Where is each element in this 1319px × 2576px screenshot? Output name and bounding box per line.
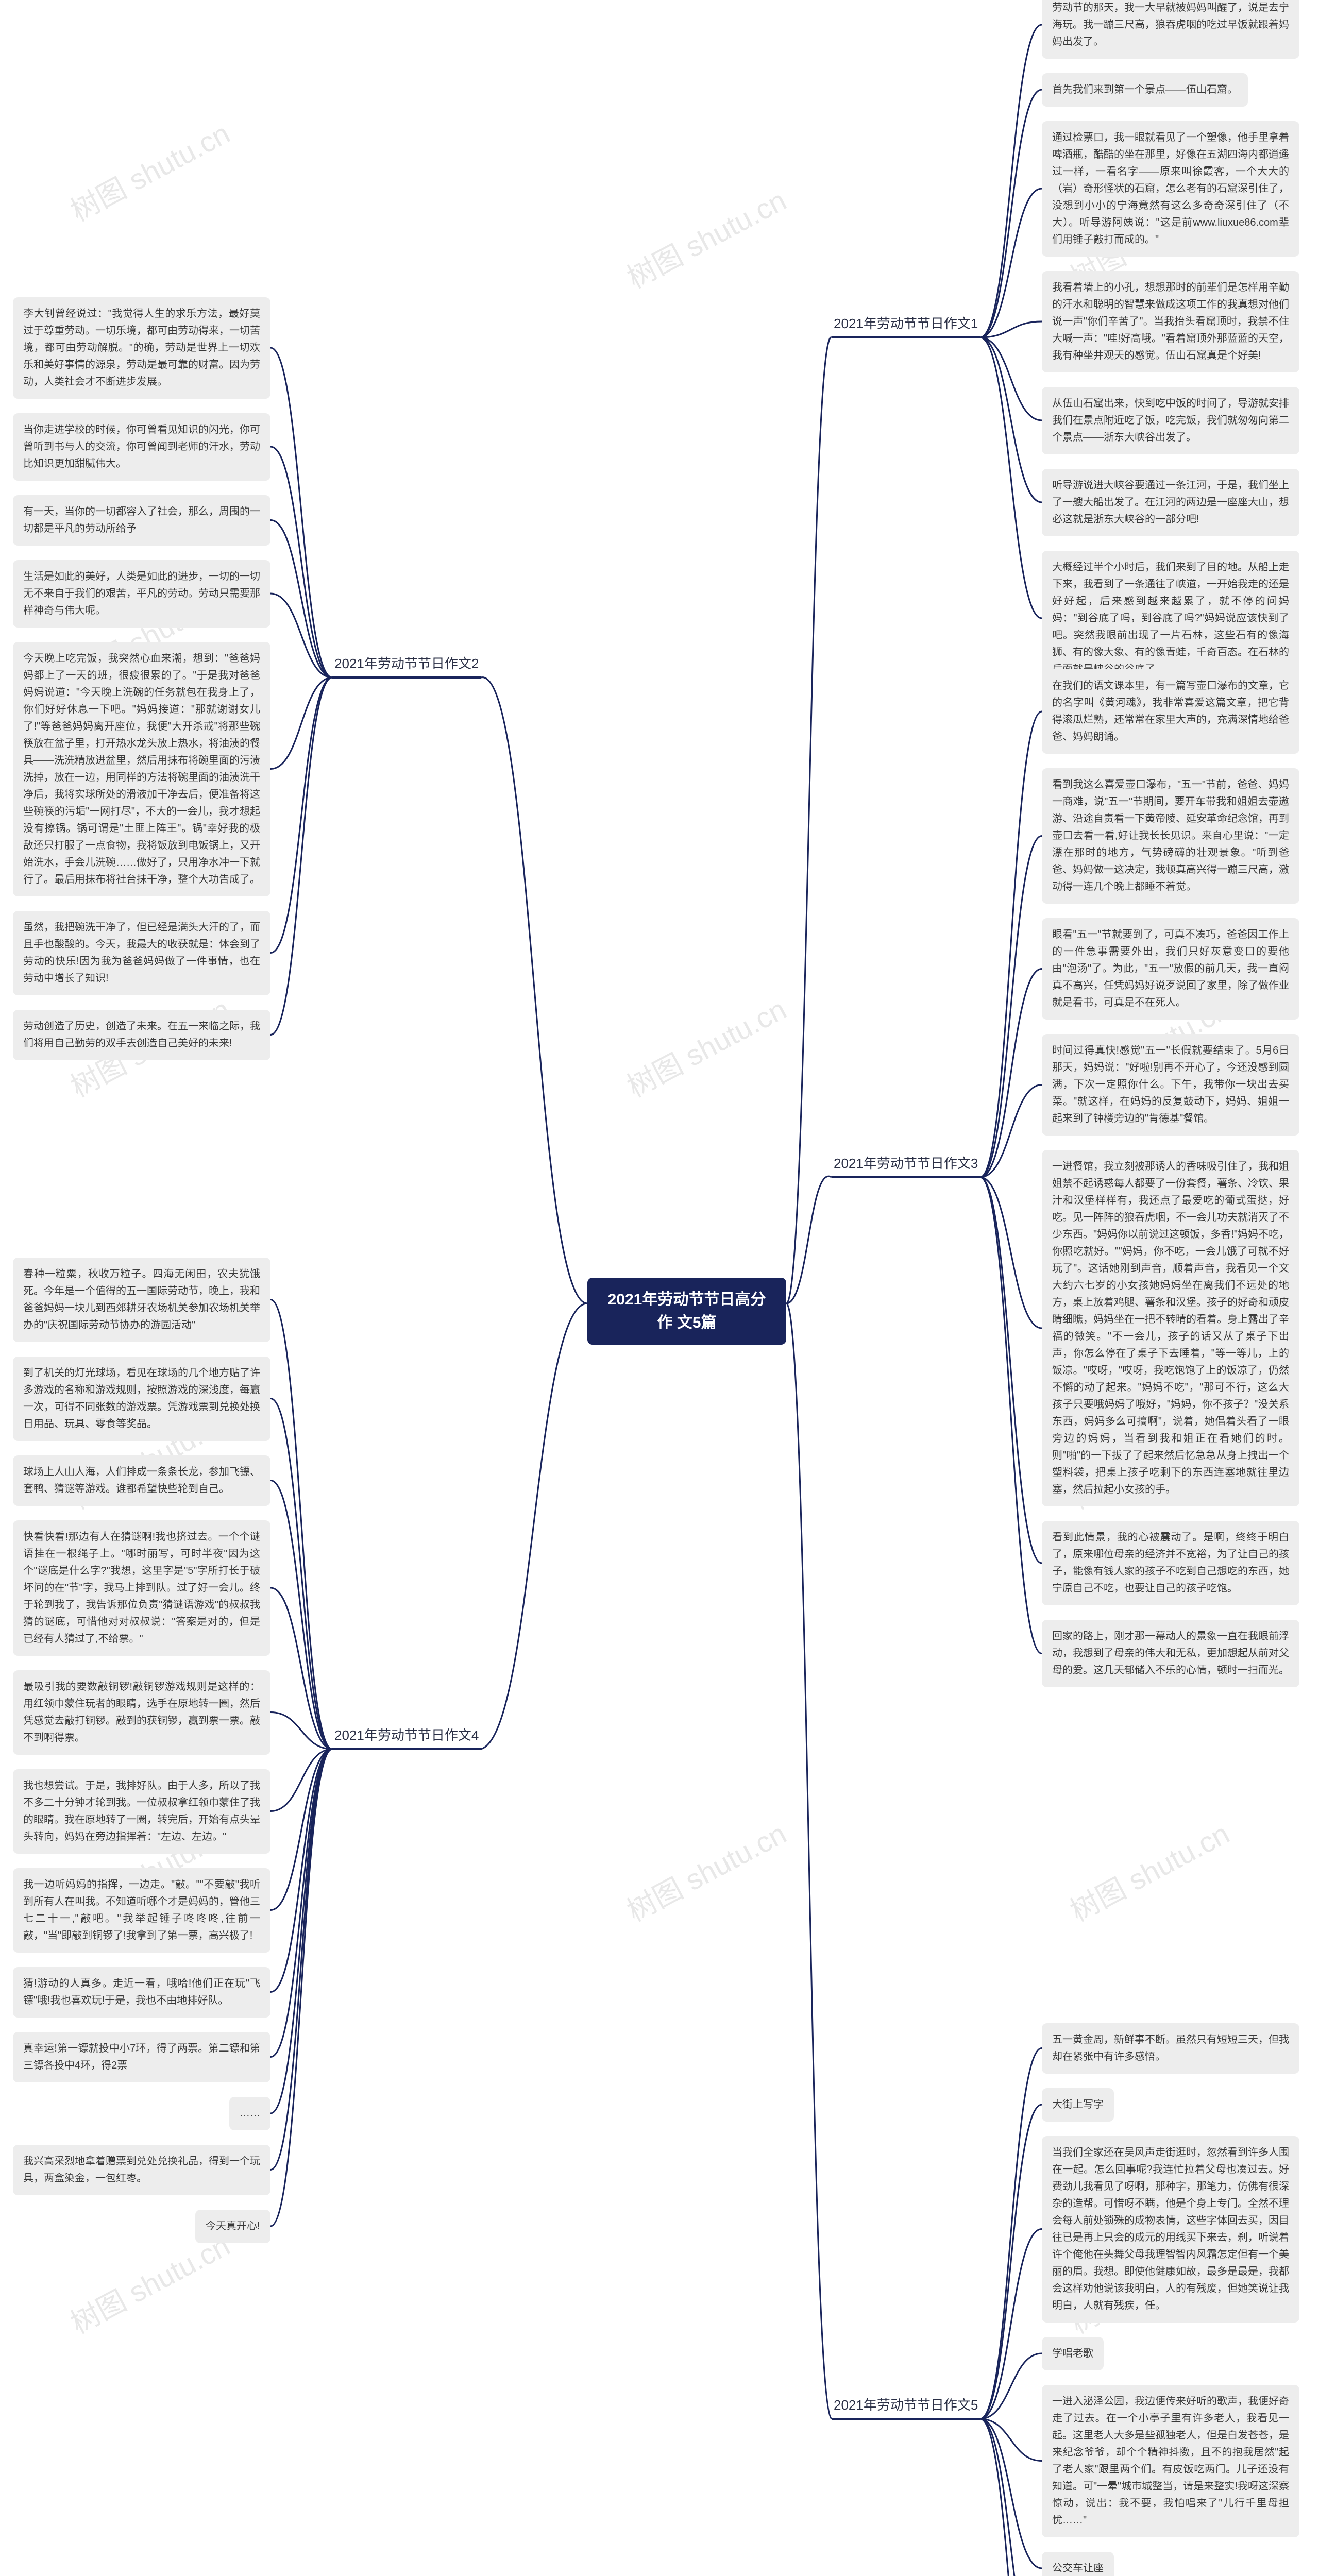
leaf-node: 虽然，我把碗洗干净了，但已经是满头大汗的了，而且手也酸酸的。今天，我最大的收获就… — [13, 911, 270, 995]
watermark: 树图 shutu.cn — [619, 987, 793, 1106]
leaf-node: 眼看"五一"节就要到了，可真不凑巧，爸爸因工作上的一件急事需要外出，我们只好灰意… — [1042, 918, 1299, 1020]
leaf-node: 球场上人山人海，人们排成一条条长龙，参加飞镖、套鸭、猜谜等游戏。谁都希望快些轮到… — [13, 1455, 270, 1506]
root-node: 2021年劳动节节日高分作 文5篇 — [587, 1278, 786, 1345]
leaf-node: 一进餐馆，我立刻被那诱人的香味吸引住了，我和姐姐禁不起诱惑每人都要了一份套餐，薯… — [1042, 1150, 1299, 1506]
watermark: 树图 shutu.cn — [1062, 1811, 1236, 1930]
leaf-node: 到了机关的灯光球场，看见在球场的几个地方贴了许多游戏的名称和游戏规则，按照游戏的… — [13, 1357, 270, 1441]
leaf-node: 当我们全家还在吴风声走街逛时，忽然看到许多人围在一起。怎么回事呢?我连忙拉着父母… — [1042, 2136, 1299, 2323]
leaf-node: 有一天，当你的一切都容入了社会，那么，周围的一切都是平凡的劳动所给予 — [13, 495, 270, 546]
leaf-node: 五一黄金周，新鲜事不断。虽然只有短短三天，但我却在紧张中有许多感悟。 — [1042, 2023, 1299, 2074]
leaf-node: 看到我这么喜爱壶口瀑布，"五一"节前，爸爸、妈妈一商难，说"五一"节期间，要开车… — [1042, 768, 1299, 904]
leaf-node: 时间过得真快!感觉"五一"长假就要结束了。5月6日那天，妈妈说："好啦!别再不开… — [1042, 1034, 1299, 1136]
leaf-node: 看到此情景，我的心被震动了。是啊，终终于明白了，原来哪位母亲的经济并不宽裕，为了… — [1042, 1521, 1299, 1605]
leaf-node: 真幸运!第一镖就投中小7环，得了两票。第二镖和第三镖各投中4环，得2票 — [13, 2032, 270, 2082]
branch-node: 2021年劳动节节日作文4 — [332, 1721, 481, 1750]
leaf-node: 劳动创造了历史，创造了未来。在五一来临之际，我们将用自己勤劳的双手去创造自己美好… — [13, 1010, 270, 1060]
leaf-node: 猜!游动的人真多。走近一看，哦哈!他们正在玩"飞镖"哦!我也喜欢玩!于是，我也不… — [13, 1967, 270, 2018]
watermark: 树图 shutu.cn — [619, 1811, 793, 1930]
watermark: 树图 shutu.cn — [62, 111, 236, 230]
leaf-node: 快看快看!那边有人在猜谜啊!我也挤过去。一个个谜语挂在一根绳子上。"哪时丽写，可… — [13, 1520, 270, 1656]
leaf-node: 我兴高采烈地拿着赠票到兑处兑换礼品，得到一个玩具，两盒染金，一包红枣。 — [13, 2145, 270, 2195]
leaf-node: 公交车让座 — [1042, 2552, 1114, 2576]
leaf-node: 今天晚上吃完饭，我突然心血来潮，想到："爸爸妈妈都上了一天的班，很疲很累的了。"… — [13, 642, 270, 896]
leaf-node: 从伍山石窟出来，快到吃中饭的时间了，导游就安排我们在景点附近吃了饭，吃完饭，我们… — [1042, 387, 1299, 454]
leaf-node: 我看着墙上的小孔，想想那时的前辈们是怎样用辛勤的汗水和聪明的智慧来做成这项工作的… — [1042, 271, 1299, 372]
leaf-node: 一进入泌泽公园，我边便传来好听的歌声，我便好奇走了过去。在一个小亭子里有许多老人… — [1042, 2385, 1299, 2537]
leaf-node: 首先我们来到第一个景点——伍山石窟。 — [1042, 73, 1248, 107]
leaf-node: 李大钊曾经说过："我觉得人生的求乐方法，最好莫过于尊重劳动。一切乐境，都可由劳动… — [13, 297, 270, 399]
leaf-node: 大街上写字 — [1042, 2088, 1114, 2122]
leaf-node: 学唱老歌 — [1042, 2337, 1104, 2370]
branch-node: 2021年劳动节节日作文2 — [332, 649, 481, 679]
watermark: 树图 shutu.cn — [619, 178, 793, 297]
branch-node: 2021年劳动节节日作文1 — [832, 309, 980, 338]
leaf-node: …… — [229, 2097, 270, 2130]
leaf-node: 春种一粒粟，秋收万粒子。四海无闲田，农夫犹饿死。今年是一个值得的五一国际劳动节，… — [13, 1258, 270, 1342]
leaf-node: 当你走进学校的时候，你可曾看见知识的闪光，你可曾听到书与人的交流，你可曾闻到老师… — [13, 413, 270, 481]
branch-node: 2021年劳动节节日作文3 — [832, 1149, 980, 1178]
leaf-node: 最吸引我的要数敲铜锣!敲铜锣游戏规则是这样的：用红领巾蒙住玩者的眼睛，选手在原地… — [13, 1670, 270, 1755]
branch-node: 2021年劳动节节日作文5 — [832, 2391, 980, 2420]
leaf-node: 我一边听妈妈的指挥，一边走。"敲。""不要敲"我听到所有人在叫我。不知道听哪个才… — [13, 1868, 270, 1953]
leaf-node: 劳动节的那天，我一大早就被妈妈叫醒了，说是去宁海玩。我一蹦三尺高，狼吞虎咽的吃过… — [1042, 0, 1299, 59]
leaf-node: 大概经过半个小时后，我们来到了目的地。从船上走下来，我看到了一条通往了峡道，一开… — [1042, 551, 1299, 686]
leaf-node: 生活是如此的美好，人类是如此的进步，一切的一切无不来自于我们的艰苦，平凡的劳动。… — [13, 560, 270, 628]
leaf-node: 通过检票口，我一眼就看见了一个塑像，他手里拿着啤酒瓶，酷酷的坐在那里，好像在五湖… — [1042, 121, 1299, 257]
leaf-node: 我也想尝试。于是，我排好队。由于人多，所以了我不多二十分钟才轮到我。一位叔叔拿红… — [13, 1769, 270, 1854]
leaf-node: 回家的路上，刚才那一幕动人的景象一直在我眼前浮动，我想到了母亲的伟大和无私，更加… — [1042, 1620, 1299, 1687]
leaf-node: 在我们的语文课本里，有一篇写壶口瀑布的文章，它的名字叫《黄河魂》，我非常喜爱这篇… — [1042, 669, 1299, 754]
leaf-node: 听导游说进大峡谷要通过一条江河，于是，我们坐上了一艘大船出发了。在江河的两边是一… — [1042, 469, 1299, 536]
leaf-node: 今天真开心! — [195, 2210, 270, 2243]
